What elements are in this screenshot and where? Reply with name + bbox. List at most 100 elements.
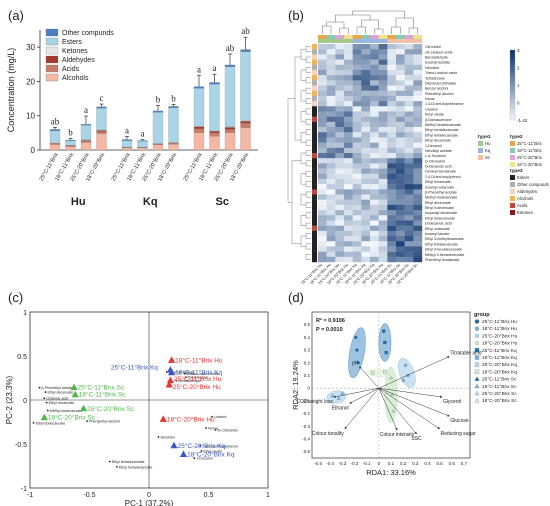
b-heat-cell <box>413 153 423 159</box>
b-row-annotation <box>312 64 317 71</box>
b-heat-cell <box>378 101 388 107</box>
c-loading-label: Nerolidol <box>161 435 175 439</box>
b-heat-cell <box>344 163 353 169</box>
b-heat-cell <box>335 189 345 195</box>
b-heat-cell <box>361 210 371 216</box>
b-row-annotation <box>312 194 317 200</box>
a-bar-segment <box>49 130 61 143</box>
b-row-label: Citronellol <box>425 45 441 49</box>
d-env-arrow <box>378 387 441 430</box>
b-heat-cell <box>352 59 362 65</box>
b-heat-cell <box>387 111 397 117</box>
b-heat-cell <box>396 95 405 102</box>
b-heat-cell <box>361 246 371 252</box>
a-bar-segment <box>49 129 61 131</box>
b-heat-cell <box>413 184 423 190</box>
c-loading-label: Tetradecane <box>188 376 208 380</box>
b-row-label: Methyl 9-hexadecenoate <box>425 253 464 257</box>
b-heat-cell <box>387 204 397 211</box>
b-heat-cell <box>378 199 388 206</box>
d-y-tick-label: -0.2 <box>302 411 310 416</box>
b-heat-cell <box>361 256 371 263</box>
b-heat-cell <box>326 116 336 123</box>
b-dendrogram-branch <box>300 69 306 81</box>
b-heat-cell <box>370 132 379 138</box>
b-heat-cell <box>387 147 397 154</box>
b-dendrogram-branch <box>322 25 332 34</box>
d-legend-label: 18°C-20°Brix Sc <box>482 398 517 404</box>
a-sig-letter: a <box>213 63 217 73</box>
d-stat-text: R² = 0.9106 <box>316 317 345 324</box>
c-sample-label: 25°C-11°Brix Hu <box>174 375 222 383</box>
b-heat-cell <box>387 236 397 242</box>
b-heat-cell <box>318 246 327 252</box>
b-row-label: Benzyl alcohol <box>425 87 448 91</box>
b-heat-cell <box>378 147 388 154</box>
a-bar-segment <box>96 130 107 132</box>
c-loading-label: Ethyl dodecanoate <box>36 421 66 425</box>
b-heat-cell <box>378 142 388 149</box>
b-heat-cell <box>326 246 336 252</box>
d-legend-label: 18°C-11°Brix Hu <box>482 326 517 332</box>
a-y-tick-label: 10 <box>26 112 35 121</box>
c-loading-label: Linalool <box>214 415 227 419</box>
b-heat-cell <box>396 220 405 226</box>
a-bar-segment <box>209 131 220 133</box>
b-heat-cell <box>326 101 336 107</box>
b-heat-cell <box>404 225 414 232</box>
b-row-label: Nerolidol <box>425 66 439 70</box>
a-bar-segment <box>224 129 236 133</box>
b-heat-cell <box>318 106 327 112</box>
c-loading-point <box>205 427 208 430</box>
b-heat-cell <box>344 215 353 221</box>
d-sample-point <box>354 335 358 339</box>
b-heat-cell <box>370 95 379 102</box>
b-dendrogram-branch <box>305 56 311 63</box>
b-heat-cell <box>396 173 405 180</box>
b-heat-cell <box>404 153 414 159</box>
b-heat-cell <box>413 80 423 86</box>
b-heat-cell <box>326 225 336 232</box>
b-heat-cell <box>378 215 388 221</box>
b-heat-cell <box>326 204 336 211</box>
c-sample-marker <box>79 404 88 412</box>
b-heat-cell <box>326 230 336 237</box>
b-dendrogram-branch <box>300 90 306 102</box>
c-loading-label: 1-Decanol <box>196 457 213 461</box>
b-heat-cell <box>335 184 345 190</box>
a-bar-segment <box>193 126 205 129</box>
d-y-tick-label: 0.3 <box>304 348 311 353</box>
b-row-annotation <box>312 199 317 206</box>
a-legend-swatch <box>45 46 59 55</box>
b-heat-cell <box>370 147 379 154</box>
b-heat-cell <box>378 64 388 71</box>
b-heat-cell <box>370 90 379 97</box>
b-row-annotation <box>312 116 317 123</box>
b-heat-cell <box>404 106 414 112</box>
a-bar-segment <box>137 147 148 151</box>
b-row-label: Ethyl tetradecanoate <box>425 133 458 137</box>
b-row-label: Dodecanoic acid <box>425 165 452 169</box>
a-bar-segment <box>168 107 179 143</box>
c-y-tick-label: -0.5 <box>15 442 27 449</box>
b-heat-cell <box>344 168 353 174</box>
b-heat-cell <box>352 137 362 143</box>
b-heat-cell <box>318 142 327 149</box>
b-heat-cell <box>318 80 327 86</box>
b-heat-cell <box>335 95 345 102</box>
d-x-tick-label: 0.3 <box>412 461 419 466</box>
b-heat-cell <box>378 236 388 242</box>
b-heat-cell <box>326 236 336 242</box>
b-heat-cell <box>361 204 371 211</box>
d-x-tick-label: 0 <box>378 461 381 466</box>
b-row-annotation <box>312 90 317 97</box>
b-dendrogram-branch <box>305 222 311 229</box>
d-x-tick-label: -0.2 <box>351 461 359 466</box>
b-heat-cell <box>396 163 405 169</box>
d-arrow-label: SSC <box>411 436 422 442</box>
b-color-scale <box>509 49 516 121</box>
b-heat-cell <box>326 147 336 154</box>
b-row-annotation <box>312 189 317 195</box>
b-heat-cell <box>352 142 362 149</box>
d-y-tick-label: 0.1 <box>304 373 311 378</box>
